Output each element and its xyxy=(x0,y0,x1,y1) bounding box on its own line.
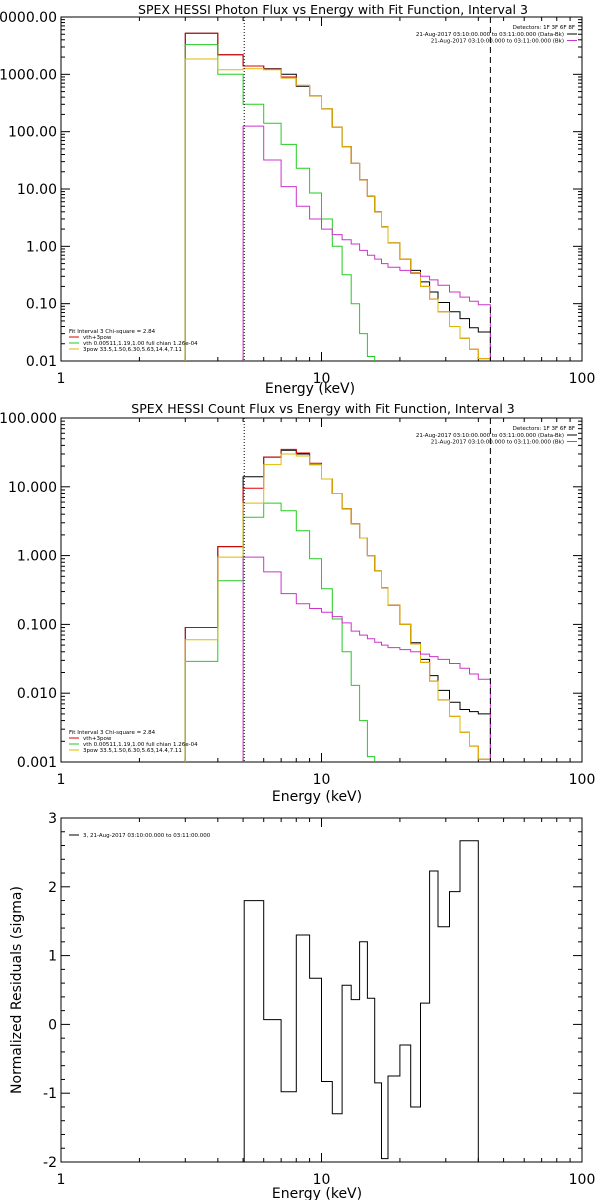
legend-label: Fit Interval 3 Chi-square = 2.84 xyxy=(69,730,156,736)
panel-3-x-ticks: 1 10 100 xyxy=(57,818,596,1188)
y-tick-label: 1.00 xyxy=(26,239,57,255)
y-tick-label: 1.000 xyxy=(17,549,57,565)
y-tick-label: -2 xyxy=(43,1155,57,1171)
y-tick-label: 1000.00 xyxy=(0,67,57,83)
panel-2-series xyxy=(184,418,491,762)
x-tick-label: 10 xyxy=(313,371,331,387)
x-tick-label: 100 xyxy=(569,371,596,387)
y-tick-label: 3 xyxy=(48,811,57,827)
panel-photon-flux: SPEX HESSI Photon Flux vs Energy with Fi… xyxy=(0,2,595,397)
x-tick-label: 1 xyxy=(57,371,66,387)
y-tick-label: 0 xyxy=(48,1017,57,1033)
panel-2-y-ticks: 0.001 0.010 0.100 1.000 10.000 100.000 xyxy=(0,411,582,771)
top-legend-label: 21-Aug-2017 03:10:00.000 to 03:11:00.000… xyxy=(431,440,564,446)
panel-2-legend: Fit Interval 3 Chi-square = 2.84vth+3pow… xyxy=(69,730,198,754)
y-tick-label: 10.000 xyxy=(8,480,57,496)
series-line-4 xyxy=(242,556,491,762)
panel-2-x-axis-label: Energy (keV) xyxy=(272,789,362,805)
series-line-1 xyxy=(184,448,491,762)
series-line-2 xyxy=(184,502,376,762)
panel-1-detectors-label: Detectors: 1F 3F 6F 8F xyxy=(513,25,575,31)
y-tick-label: 0.100 xyxy=(17,617,57,633)
y-tick-label: 100.00 xyxy=(8,125,57,141)
panel-3-x-axis-label: Energy (keV) xyxy=(272,1186,362,1200)
panel-2-x-ticks: 1 10 100 xyxy=(57,418,596,788)
panel-2-title: SPEX HESSI Count Flux vs Energy with Fit… xyxy=(131,401,514,416)
panel-3-y-ticks: -2 -1 0 1 2 3 xyxy=(43,811,582,1171)
series-line-3 xyxy=(184,58,491,361)
legend-label: Fit Interval 3 Chi-square = 2.84 xyxy=(69,329,156,335)
panel-residuals: -2 -1 0 1 2 3 1 10 100 Energy (keV) Normalized … xyxy=(9,811,595,1200)
y-tick-label: 1 xyxy=(48,949,57,965)
legend-label: vth+3pow xyxy=(83,335,112,341)
series-line-0 xyxy=(243,840,479,1162)
series-line-2 xyxy=(184,44,376,361)
x-tick-label: 10 xyxy=(313,772,331,788)
legend-label: vth 0.00511,1.19,1.00 full chian 1.26e-0… xyxy=(83,742,198,748)
legend-label: 3pow 33.5,1.50,6.30,5.63,14.4,7.11 xyxy=(83,748,182,754)
panel-1-x-axis-label: Energy (keV) xyxy=(265,381,355,397)
legend-label: vth+3pow xyxy=(83,736,112,742)
panel-3-series xyxy=(243,840,479,1162)
top-legend-label: 21-Aug-2017 03:10:00.000 to 03:11:00.000… xyxy=(416,433,564,439)
y-tick-label: 100.000 xyxy=(0,411,57,427)
y-tick-label: 0.10 xyxy=(26,297,57,313)
legend-label: vth 0.00511,1.19,1.00 full chian 1.26e-0… xyxy=(83,341,198,347)
y-tick-label: 2 xyxy=(48,880,57,896)
series-line-3 xyxy=(184,453,491,762)
panel-1-y-ticks: 0.01 0.10 1.00 10.00 100.00 1000.00 10000.00 xyxy=(0,10,582,370)
panel-1-frame xyxy=(60,16,583,362)
panel-1-title: SPEX HESSI Photon Flux vs Energy with Fi… xyxy=(138,2,528,17)
legend-label: 3pow 33.5,1.50,6.30,5.63,14.4,7.11 xyxy=(83,347,182,353)
x-tick-label: 1 xyxy=(57,772,66,788)
x-tick-label: 100 xyxy=(569,772,596,788)
y-tick-label: 0.010 xyxy=(17,686,57,702)
y-tick-label: 10.00 xyxy=(17,182,57,198)
y-tick-label: 0.01 xyxy=(26,354,57,370)
x-tick-label: 10 xyxy=(313,1172,331,1188)
y-tick-label: -1 xyxy=(43,1086,57,1102)
panel-count-flux: SPEX HESSI Count Flux vs Energy with Fit… xyxy=(0,401,595,805)
panel-2-detectors-label: Detectors: 1F 3F 6F 8F xyxy=(513,426,575,432)
x-tick-label: 1 xyxy=(57,1172,66,1188)
panel-1-top-legend: 21-Aug-2017 03:10:00.000 to 03:11:00.000… xyxy=(416,32,577,45)
panel-2-top-legend: 21-Aug-2017 03:10:00.000 to 03:11:00.000… xyxy=(416,433,577,446)
panel-3-legend: 3, 21-Aug-2017 03:10:00.000 to 03:11:00.… xyxy=(69,833,211,839)
panel-3-y-axis-label: Normalized Residuals (sigma) xyxy=(9,886,25,1094)
top-legend-label: 21-Aug-2017 03:10:00.000 to 03:11:00.000… xyxy=(431,39,564,45)
top-legend-label: 21-Aug-2017 03:10:00.000 to 03:11:00.000… xyxy=(416,32,564,38)
legend-label: 3, 21-Aug-2017 03:10:00.000 to 03:11:00.… xyxy=(83,833,211,839)
x-tick-label: 100 xyxy=(569,1172,596,1188)
panel-1-legend: Fit Interval 3 Chi-square = 2.84vth+3pow… xyxy=(69,329,198,353)
y-tick-label: 10000.00 xyxy=(0,10,57,26)
y-tick-label: 0.001 xyxy=(17,755,57,771)
series-line-4 xyxy=(242,125,491,361)
series-line-0 xyxy=(184,449,491,762)
panel-1-series xyxy=(184,17,491,361)
